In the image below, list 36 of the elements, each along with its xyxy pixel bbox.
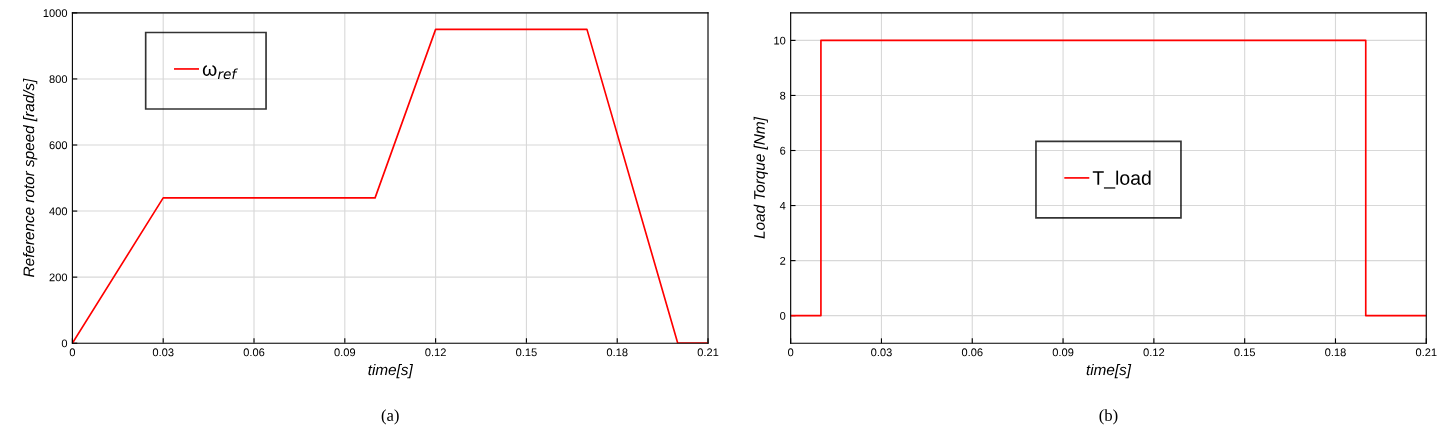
y-tick-label: 8 — [780, 91, 786, 100]
x-axis-title: time[s] — [368, 363, 413, 379]
y-tick-label: 200 — [49, 273, 68, 282]
x-tick-label: 0.12 — [425, 348, 446, 357]
x-tick-label: 0.12 — [1143, 348, 1165, 357]
y-tick-label: 0 — [780, 311, 786, 320]
x-tick-label: 0.06 — [243, 348, 265, 357]
x-tick-label: 0.21 — [1415, 348, 1437, 357]
legend-label: ω$_{ref}$ — [202, 65, 238, 80]
y-tick-label: 400 — [49, 207, 68, 216]
x-tick-label: 0 — [69, 348, 76, 357]
y-tick-label: 0 — [61, 339, 68, 348]
x-tick-label: 0.18 — [606, 348, 628, 357]
x-tick-label: 0.03 — [871, 348, 892, 357]
x-tick-label: 0.09 — [1052, 348, 1074, 357]
x-tick-label: 0 — [788, 348, 794, 357]
y-axis-title: Reference rotor speed [rad/s] — [23, 78, 38, 277]
y-tick-label: 800 — [49, 75, 68, 84]
x-tick-label: 0.21 — [697, 348, 719, 357]
x-tick-label: 0.15 — [1234, 348, 1256, 357]
y-tick-label: 600 — [49, 141, 68, 150]
y-tick-label: 4 — [779, 201, 786, 210]
y-axis-title: Load Torque [Nm] — [753, 116, 768, 239]
text: (a) — [381, 409, 399, 425]
y-tick-label: 6 — [780, 146, 786, 155]
x-tick-label: 0.18 — [1325, 348, 1346, 357]
text: (b) — [1099, 409, 1118, 425]
y-tick-label: 10 — [774, 36, 786, 45]
x-tick-label: 0.15 — [516, 348, 537, 357]
y-tick-label: 1000 — [43, 9, 68, 18]
y-tick-label: 2 — [780, 256, 786, 265]
x-tick-label: 0.03 — [152, 348, 174, 357]
x-tick-label: 0.06 — [961, 348, 983, 357]
x-axis-title: time[s] — [1086, 363, 1132, 379]
legend-label: T_load — [1092, 170, 1151, 189]
x-tick-label: 0.09 — [334, 348, 356, 357]
